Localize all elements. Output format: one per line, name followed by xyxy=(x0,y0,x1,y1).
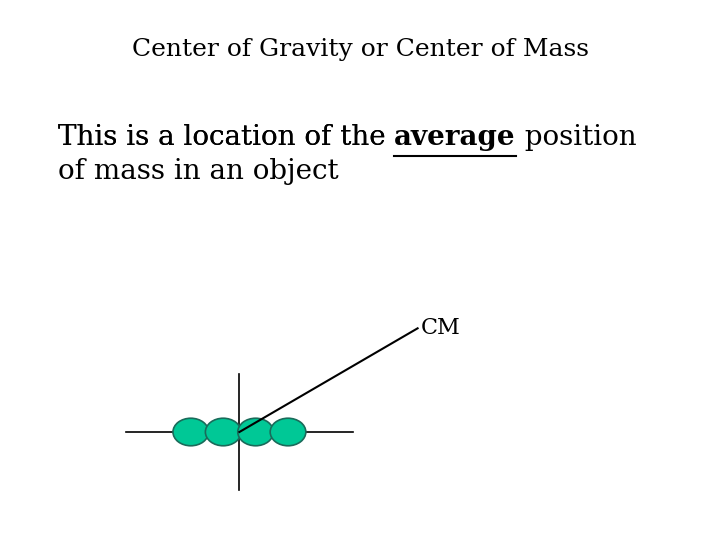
Ellipse shape xyxy=(205,418,241,446)
Text: of mass in an object: of mass in an object xyxy=(58,158,338,185)
Text: Center of Gravity or Center of Mass: Center of Gravity or Center of Mass xyxy=(132,38,588,61)
Text: average: average xyxy=(394,124,516,151)
Text: position: position xyxy=(516,124,636,151)
Ellipse shape xyxy=(238,418,274,446)
Text: This is a location of the: This is a location of the xyxy=(58,124,394,151)
Ellipse shape xyxy=(270,418,306,446)
Text: CM: CM xyxy=(420,318,461,339)
Ellipse shape xyxy=(173,418,209,446)
Text: This is a location of the: This is a location of the xyxy=(58,124,394,151)
